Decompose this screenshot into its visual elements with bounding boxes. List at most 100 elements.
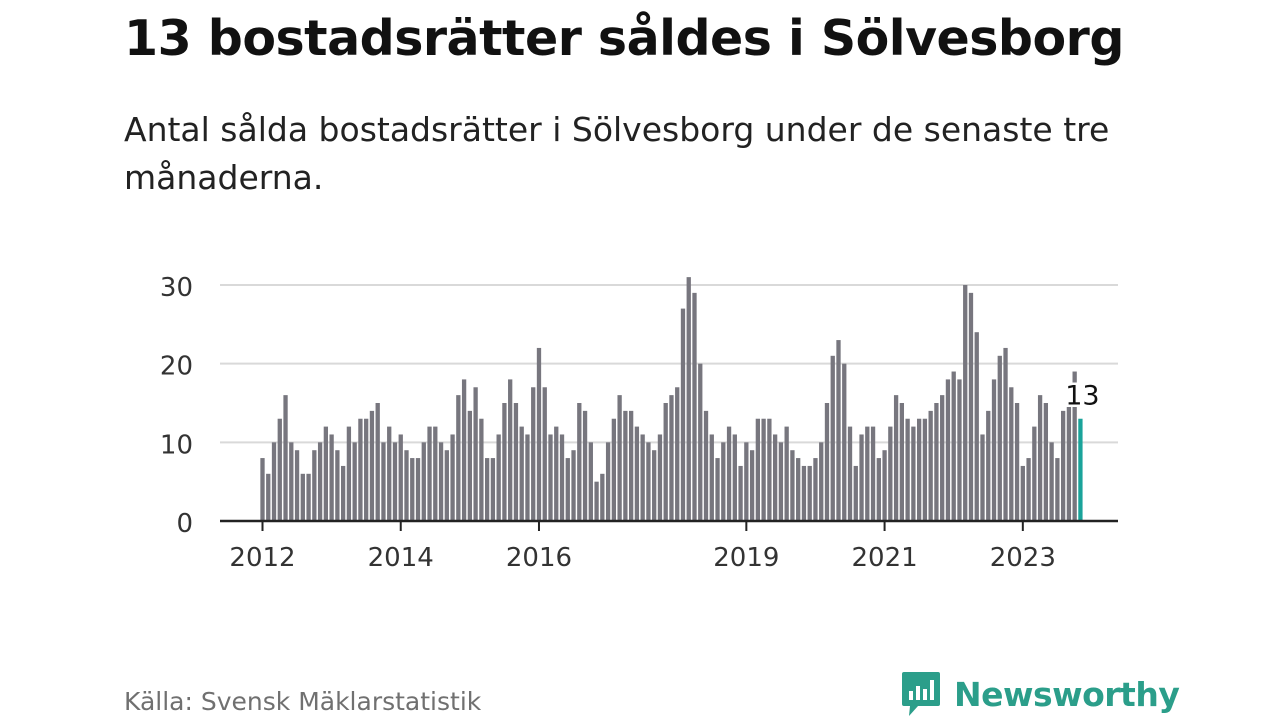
bar <box>364 418 369 521</box>
bar <box>703 410 709 521</box>
bar <box>836 340 841 521</box>
bar <box>870 426 876 521</box>
chart-labels: 0 10 20 30 2012 2014 2016 2019 2021 2023 13 <box>160 273 1102 573</box>
bar <box>519 426 524 521</box>
bar <box>628 410 634 521</box>
bar <box>306 473 311 521</box>
bar <box>940 395 945 521</box>
bar <box>1055 458 1060 521</box>
bar <box>669 395 674 521</box>
y-tick-label: 0 <box>176 509 193 539</box>
bar <box>271 442 277 521</box>
bar <box>473 387 478 521</box>
bar <box>283 395 288 521</box>
bar <box>767 418 772 521</box>
bar <box>686 277 691 521</box>
bar <box>352 442 357 521</box>
bar <box>571 450 576 521</box>
bar <box>1026 458 1031 521</box>
bar <box>260 458 265 521</box>
bar <box>605 442 611 521</box>
bar <box>755 418 761 521</box>
bar <box>415 458 421 521</box>
x-tick-label: 2019 <box>713 543 779 573</box>
bar <box>508 379 513 521</box>
bar <box>1014 403 1020 521</box>
bar <box>732 434 737 521</box>
bar <box>525 434 530 521</box>
bar <box>496 434 501 521</box>
bar <box>513 403 519 521</box>
bar <box>554 426 559 521</box>
bar <box>623 410 628 521</box>
bar <box>784 426 789 521</box>
bar <box>611 418 617 521</box>
bar <box>438 442 444 521</box>
bar <box>404 450 409 521</box>
bar <box>594 481 599 521</box>
bar <box>317 442 323 521</box>
page-subtitle: Antal sålda bostadsrätter i Sölvesborg u… <box>124 110 1110 197</box>
bar <box>761 418 766 521</box>
bar <box>819 442 824 521</box>
bar <box>1049 442 1054 521</box>
x-tick-label: 2023 <box>990 543 1056 573</box>
bar <box>974 332 979 521</box>
bar <box>1060 410 1066 521</box>
bar-highlight <box>1078 418 1083 521</box>
bar <box>738 465 743 521</box>
bar <box>467 410 473 521</box>
bar <box>600 473 605 521</box>
bar <box>346 426 352 521</box>
y-tick-label: 20 <box>160 352 193 382</box>
bar <box>663 403 668 521</box>
bar <box>813 458 818 521</box>
bar <box>675 387 680 521</box>
bar <box>876 458 881 521</box>
bar <box>617 395 622 521</box>
bar <box>911 426 916 521</box>
bar <box>502 403 507 521</box>
y-tick-label: 30 <box>160 273 193 303</box>
bar <box>749 450 755 521</box>
bar <box>289 442 294 521</box>
bar <box>905 418 910 521</box>
bar <box>340 465 346 521</box>
bar <box>652 450 657 521</box>
source-note: Källa: Svensk Mäklarstatistik <box>124 687 482 716</box>
x-tick-label: 2014 <box>368 543 434 573</box>
bar <box>726 426 732 521</box>
bar <box>381 442 386 521</box>
bar <box>859 434 864 521</box>
bar <box>484 458 490 521</box>
bar <box>392 442 398 521</box>
bar <box>634 426 640 521</box>
x-tick-label: 2012 <box>229 543 295 573</box>
bar <box>444 450 449 521</box>
bar <box>369 410 375 521</box>
bar <box>997 355 1002 521</box>
bar <box>1009 387 1014 521</box>
bar <box>1037 395 1043 521</box>
bar <box>266 473 271 521</box>
bar <box>536 347 542 521</box>
bar <box>882 450 887 521</box>
bar <box>899 403 905 521</box>
bar <box>991 379 997 521</box>
bar <box>329 434 334 521</box>
bar <box>490 458 496 521</box>
y-tick-label: 10 <box>160 430 193 460</box>
bar <box>893 395 899 521</box>
bar <box>1003 347 1008 521</box>
bar <box>335 450 340 521</box>
bar <box>588 442 593 521</box>
bar <box>640 434 645 521</box>
bar <box>427 426 432 521</box>
bar <box>1043 403 1049 521</box>
bar <box>951 371 956 521</box>
bar <box>957 379 962 521</box>
highlight-value-label: 13 <box>1065 381 1099 412</box>
chart-gridlines <box>220 284 1118 444</box>
bar <box>456 395 461 521</box>
